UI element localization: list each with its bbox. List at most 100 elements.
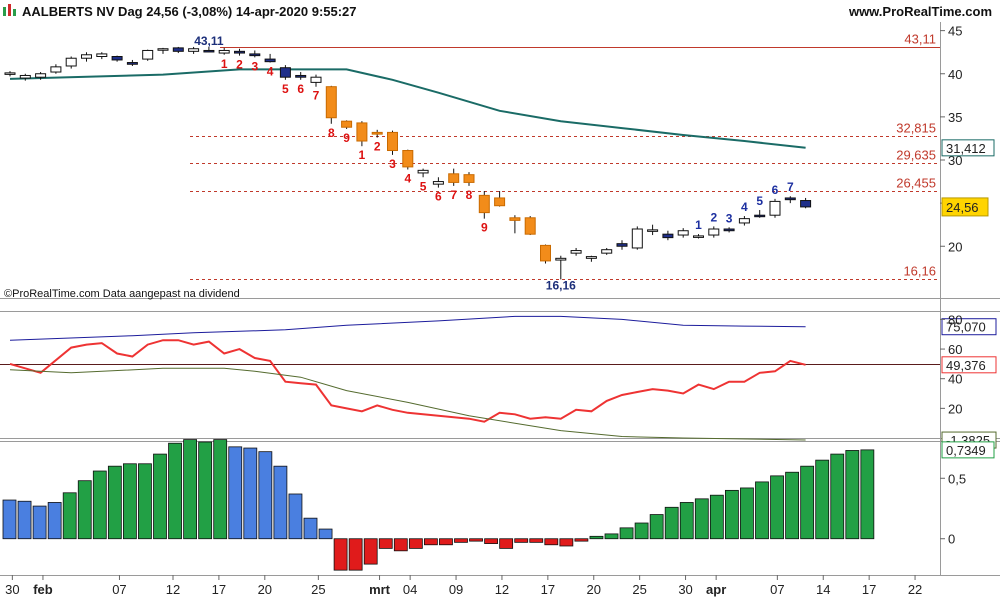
x-tick-label: 17 bbox=[862, 582, 876, 597]
histogram-bar bbox=[664, 506, 679, 540]
level-label: 29,635 bbox=[896, 148, 936, 163]
adx-line bbox=[9, 315, 806, 341]
td-count-label: 3 bbox=[726, 211, 733, 225]
candle bbox=[723, 227, 735, 233]
histogram-bar bbox=[123, 463, 137, 540]
x-tick-label: 25 bbox=[311, 582, 325, 597]
histogram-bar bbox=[830, 453, 845, 540]
td-count-label: 1 bbox=[221, 57, 228, 71]
moving-average bbox=[9, 68, 806, 149]
candles bbox=[4, 46, 812, 280]
histogram-bar bbox=[800, 465, 815, 540]
panel-frames bbox=[0, 22, 1000, 576]
signal-line bbox=[9, 367, 806, 441]
extreme-label: 16,16 bbox=[546, 278, 576, 292]
candle bbox=[295, 72, 307, 80]
candle-body bbox=[35, 73, 47, 78]
candle bbox=[157, 47, 169, 54]
adx-value-label: 75,070 bbox=[946, 320, 986, 335]
rsi-value-box bbox=[941, 356, 997, 374]
candle-body bbox=[540, 244, 551, 262]
td-count-label: 6 bbox=[772, 183, 779, 197]
indicator-tick-label: 80 bbox=[948, 312, 962, 327]
candle-body bbox=[371, 131, 383, 135]
candle bbox=[800, 197, 812, 209]
td-count-label: 5 bbox=[420, 179, 427, 193]
candle-body bbox=[432, 181, 444, 185]
level-label: 16,16 bbox=[903, 264, 936, 279]
td-count-label: 5 bbox=[756, 194, 763, 208]
candle bbox=[310, 74, 322, 87]
price-levels: 43,11 32,815 29,635 26,455 16,16 bbox=[190, 32, 940, 280]
adx-value-box bbox=[941, 318, 997, 336]
candle bbox=[111, 55, 123, 62]
candle-body bbox=[754, 214, 766, 218]
x-tick-label: 14 bbox=[816, 582, 830, 597]
histogram-bar bbox=[423, 538, 438, 546]
candle-body bbox=[570, 250, 582, 254]
candle bbox=[371, 129, 383, 138]
candle bbox=[585, 255, 597, 262]
candle bbox=[769, 198, 781, 218]
candle-body bbox=[188, 48, 200, 52]
histogram-bar bbox=[183, 439, 198, 540]
price-tick-label: 45 bbox=[948, 24, 962, 39]
histogram-bar bbox=[589, 535, 604, 540]
histogram-bar bbox=[363, 538, 378, 565]
histogram-bar bbox=[348, 538, 363, 571]
td-count-label: 6 bbox=[435, 190, 442, 204]
app-logo-icon bbox=[3, 7, 6, 16]
x-tick-label: 12 bbox=[166, 582, 180, 597]
candle-body bbox=[234, 50, 245, 54]
candle-body bbox=[295, 74, 307, 78]
x-tick-label: 07 bbox=[112, 582, 126, 597]
histogram-bar bbox=[619, 527, 634, 540]
candle-body bbox=[19, 74, 31, 79]
histogram-bar bbox=[725, 489, 739, 540]
candle-body bbox=[279, 67, 291, 78]
candle bbox=[96, 52, 108, 60]
candle bbox=[4, 71, 16, 77]
td-count-label: 7 bbox=[313, 89, 320, 103]
candle bbox=[234, 48, 245, 56]
td-count-label: 9 bbox=[343, 131, 350, 145]
candle-body bbox=[4, 72, 16, 75]
ma-value-label: 31,412 bbox=[946, 141, 986, 156]
candle-body bbox=[417, 169, 429, 174]
candle-body bbox=[478, 194, 490, 214]
histogram-bar bbox=[333, 538, 348, 571]
candle-body bbox=[172, 47, 184, 52]
histogram-bar bbox=[107, 465, 122, 540]
chart-title: AALBERTS NV Dag 24,56 (-3,08%) 14-apr-20… bbox=[22, 4, 357, 19]
candle-body bbox=[50, 66, 62, 73]
candle bbox=[126, 59, 138, 66]
candle-body bbox=[341, 120, 353, 128]
histogram-bar bbox=[559, 538, 574, 547]
td-count-label: 3 bbox=[389, 157, 396, 171]
candle bbox=[172, 46, 184, 54]
histogram-bar bbox=[258, 451, 273, 540]
x-tick-label: 25 bbox=[632, 582, 646, 597]
histogram-bar bbox=[785, 471, 799, 540]
td-count-label: 9 bbox=[481, 221, 488, 235]
chart-header: AALBERTS NV Dag 24,56 (-3,08%) 14-apr-20… bbox=[3, 4, 992, 19]
price-tick-label: 20 bbox=[948, 239, 962, 254]
candle-body bbox=[647, 229, 659, 232]
candle-body bbox=[387, 131, 398, 152]
candle-body bbox=[708, 228, 720, 236]
candle bbox=[616, 240, 628, 250]
level-label: 32,815 bbox=[896, 121, 936, 136]
candle bbox=[509, 215, 521, 234]
td-count-label: 4 bbox=[741, 200, 748, 214]
td-count-label: 4 bbox=[404, 171, 411, 185]
current-price-label: 24,56 bbox=[946, 200, 979, 215]
histogram-bar bbox=[709, 494, 724, 540]
candle-body bbox=[463, 174, 475, 183]
histogram-bar bbox=[288, 493, 303, 540]
x-tick-label: 20 bbox=[587, 582, 601, 597]
candle-body bbox=[356, 122, 368, 142]
candle bbox=[708, 226, 720, 238]
histogram-bar bbox=[243, 447, 258, 540]
